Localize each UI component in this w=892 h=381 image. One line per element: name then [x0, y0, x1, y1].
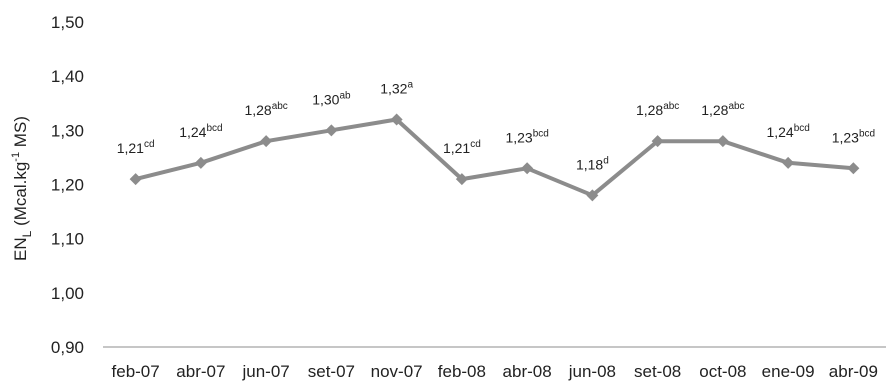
data-label: 1,24bcd: [179, 123, 222, 140]
data-label: 1,24bcd: [766, 123, 809, 140]
data-label-significance: a: [407, 80, 413, 91]
data-label-significance: ab: [339, 90, 351, 101]
x-tick-label: set-08: [634, 362, 681, 381]
data-label-significance: abc: [728, 101, 744, 112]
y-tick-label: 1,10: [51, 230, 84, 249]
x-tick-label: abr-09: [829, 362, 878, 381]
y-tick-label: 0,90: [51, 338, 84, 357]
y-axis-title-subscript: L: [20, 230, 34, 237]
data-label-value: 1,24: [766, 124, 793, 140]
data-label-significance: bcd: [206, 123, 222, 134]
data-label: 1,28abc: [701, 101, 744, 118]
y-axis-title-unit-end: MS): [11, 116, 30, 152]
data-label: 1,21cd: [117, 139, 155, 156]
x-tick-label: abr-08: [503, 362, 552, 381]
data-label-value: 1,28: [701, 102, 728, 118]
y-axis-title: ENL (Mcal.kg-1 MS): [10, 116, 34, 261]
data-label-significance: abc: [663, 101, 679, 112]
x-tick-label: oct-08: [699, 362, 746, 381]
data-label: 1,28abc: [636, 101, 679, 118]
data-point-marker: [782, 156, 795, 169]
data-label: 1,32a: [380, 80, 413, 97]
data-label-value: 1,28: [244, 102, 271, 118]
data-label-significance: bcd: [859, 128, 875, 139]
data-label: 1,23bcd: [505, 128, 548, 145]
data-label-significance: abc: [272, 101, 288, 112]
y-tick-label: 1,40: [51, 67, 84, 86]
y-tick-label: 1,20: [51, 176, 84, 195]
x-tick-label: feb-07: [112, 362, 160, 381]
x-tick-label: feb-08: [438, 362, 486, 381]
data-label-value: 1,30: [312, 91, 339, 107]
data-point-marker: [521, 162, 534, 175]
x-tick-label: jun-07: [241, 362, 289, 381]
data-label-value: 1,23: [505, 129, 532, 145]
data-label-value: 1,24: [179, 124, 206, 140]
data-point-marker: [194, 156, 207, 169]
data-label-significance: bcd: [533, 128, 549, 139]
data-label-value: 1,21: [117, 140, 144, 156]
y-tick-label: 1,50: [51, 13, 84, 32]
series-markers: [129, 113, 860, 202]
x-tick-label: set-07: [308, 362, 355, 381]
y-axis-title-unit: (Mcal.kg: [11, 162, 30, 231]
x-tick-label: abr-07: [176, 362, 225, 381]
data-label: 1,30ab: [312, 90, 351, 107]
data-label-significance: cd: [470, 139, 481, 150]
data-label: 1,18d: [576, 155, 609, 172]
data-label-value: 1,18: [576, 156, 603, 172]
y-axis-label: ENL (Mcal.kg-1 MS): [10, 116, 34, 261]
data-label-value: 1,21: [443, 140, 470, 156]
data-point-marker: [586, 189, 599, 202]
data-point-marker: [390, 113, 403, 126]
data-label-value: 1,28: [636, 102, 663, 118]
data-label: 1,21cd: [443, 139, 481, 156]
x-axis-ticks: feb-07 abr-07 jun-07 set-07 nov-07 feb-08 abr-…: [112, 362, 878, 381]
data-label-value: 1,32: [380, 81, 407, 97]
x-tick-label: nov-07: [371, 362, 423, 381]
data-point-marker: [716, 135, 729, 148]
data-label: 1,28abc: [244, 101, 287, 118]
data-label-significance: cd: [144, 139, 155, 150]
y-axis-ticks: 0,90 1,00 1,10 1,20 1,30 1,40 1,50: [51, 13, 84, 357]
data-label-significance: d: [603, 155, 609, 166]
data-label-value: 1,23: [832, 129, 859, 145]
data-point-marker: [325, 124, 338, 137]
data-point-marker: [129, 173, 142, 186]
y-tick-label: 1,00: [51, 284, 84, 303]
y-tick-label: 1,30: [51, 121, 84, 140]
y-axis-title-superscript: -1: [10, 152, 22, 162]
y-axis-title-base: EN: [11, 237, 30, 261]
data-point-marker: [455, 173, 468, 186]
x-tick-label: jun-08: [568, 362, 616, 381]
series-line: [135, 117, 854, 198]
data-point-marker: [847, 162, 860, 175]
data-label-significance: bcd: [794, 123, 810, 134]
data-point-marker: [260, 135, 273, 148]
x-tick-label: ene-09: [762, 362, 815, 381]
data-point-marker: [651, 135, 664, 148]
data-label: 1,23bcd: [832, 128, 875, 145]
